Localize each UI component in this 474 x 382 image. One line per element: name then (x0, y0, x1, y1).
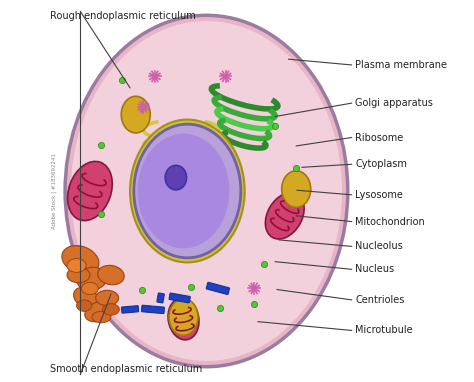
Text: Nucleolus: Nucleolus (356, 241, 403, 251)
Text: Centrioles: Centrioles (356, 295, 405, 305)
Text: Adobe Stock | #183692241: Adobe Stock | #183692241 (52, 153, 57, 229)
FancyBboxPatch shape (169, 293, 190, 303)
Ellipse shape (130, 120, 245, 262)
Ellipse shape (77, 267, 107, 290)
Ellipse shape (77, 300, 92, 311)
Ellipse shape (169, 299, 198, 335)
Ellipse shape (137, 134, 229, 248)
Text: Golgi apparatus: Golgi apparatus (356, 98, 433, 108)
Text: Cytoplasm: Cytoplasm (356, 159, 407, 169)
FancyBboxPatch shape (121, 306, 138, 313)
Text: Microtubule: Microtubule (356, 325, 413, 335)
Text: Plasma membrane: Plasma membrane (356, 60, 447, 70)
Ellipse shape (68, 162, 112, 220)
Ellipse shape (134, 124, 241, 258)
FancyBboxPatch shape (206, 282, 229, 295)
Ellipse shape (96, 290, 118, 306)
Ellipse shape (73, 287, 99, 309)
Ellipse shape (85, 301, 114, 322)
Ellipse shape (65, 15, 348, 367)
Ellipse shape (121, 96, 150, 133)
Text: Lysosome: Lysosome (356, 190, 403, 200)
Ellipse shape (71, 21, 342, 361)
Ellipse shape (168, 298, 199, 340)
Text: Nucleus: Nucleus (356, 264, 394, 274)
FancyBboxPatch shape (142, 305, 164, 314)
Text: Mitochondrion: Mitochondrion (356, 217, 425, 227)
Text: Smooth endoplasmic reticulum: Smooth endoplasmic reticulum (50, 364, 202, 374)
Ellipse shape (265, 193, 304, 239)
Ellipse shape (282, 171, 311, 207)
Ellipse shape (62, 246, 99, 274)
Ellipse shape (92, 311, 111, 323)
Ellipse shape (67, 267, 90, 283)
Ellipse shape (165, 165, 187, 190)
Ellipse shape (82, 282, 98, 295)
Ellipse shape (67, 259, 86, 272)
Ellipse shape (102, 304, 119, 315)
Text: Ribosome: Ribosome (356, 133, 404, 142)
Text: Rough endoplasmic reticulum: Rough endoplasmic reticulum (50, 11, 196, 21)
Ellipse shape (98, 265, 124, 285)
FancyBboxPatch shape (157, 293, 164, 303)
